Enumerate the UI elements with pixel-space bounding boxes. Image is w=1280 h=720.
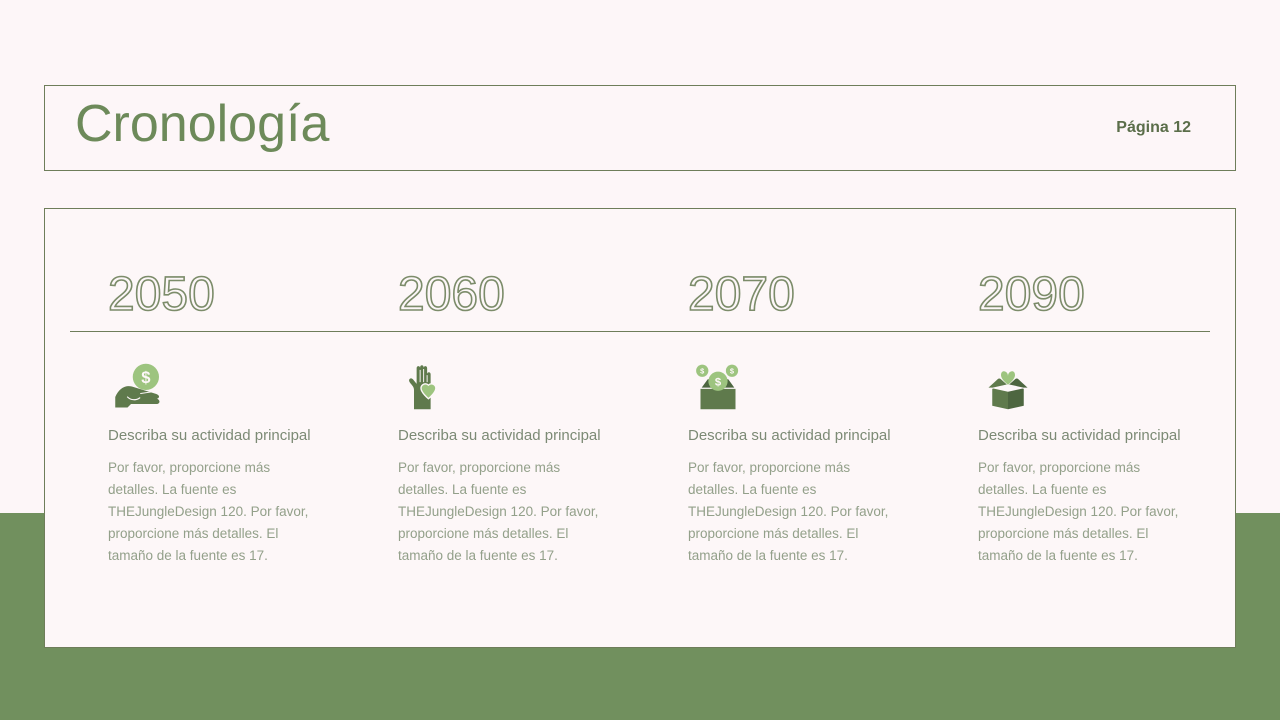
svg-text:2050: 2050 [108,268,215,321]
svg-text:2090: 2090 [978,268,1085,321]
svg-text:2070: 2070 [688,268,795,321]
svg-text:$: $ [715,377,722,389]
svg-text:$: $ [141,368,150,387]
svg-text:2060: 2060 [398,268,505,321]
